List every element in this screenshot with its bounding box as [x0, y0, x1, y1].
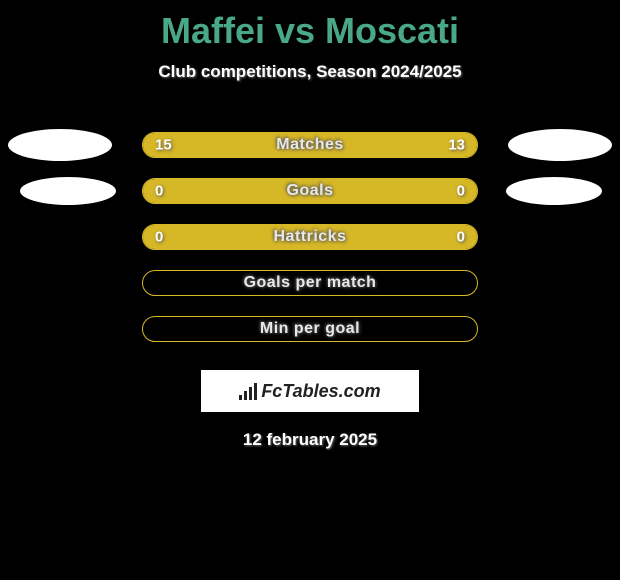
fill-left — [143, 179, 310, 203]
stat-label: Min per goal — [260, 320, 360, 338]
stat-value-right: 0 — [457, 183, 465, 200]
stat-row: Goals per match — [0, 260, 620, 306]
page-title: Maffei vs Moscati — [0, 0, 620, 52]
fill-right — [310, 179, 477, 203]
logo-box: FcTables.com — [201, 370, 419, 412]
stats-rows: Matches 15 13 Goals 0 0 Hattricks 0 0 Goals per m… — [0, 122, 620, 352]
stat-value-left: 15 — [155, 137, 172, 154]
stat-label: Goals — [287, 182, 334, 200]
stat-value-left: 0 — [155, 183, 163, 200]
stat-pill: Goals 0 0 — [142, 178, 478, 204]
stat-pill: Min per goal — [142, 316, 478, 342]
logo: FcTables.com — [239, 381, 380, 402]
player-badge-left — [20, 177, 116, 205]
bars-icon — [239, 382, 257, 400]
player-badge-left — [8, 129, 112, 161]
date-line: 12 february 2025 — [0, 430, 620, 450]
stat-pill: Goals per match — [142, 270, 478, 296]
page-subtitle: Club competitions, Season 2024/2025 — [0, 62, 620, 82]
stat-row: Hattricks 0 0 — [0, 214, 620, 260]
stat-pill: Hattricks 0 0 — [142, 224, 478, 250]
stat-label: Goals per match — [244, 274, 377, 292]
player-badge-right — [508, 129, 612, 161]
stat-value-right: 13 — [448, 137, 465, 154]
stat-pill: Matches 15 13 — [142, 132, 478, 158]
stat-value-left: 0 — [155, 229, 163, 246]
stat-label: Matches — [276, 136, 344, 154]
stat-value-right: 0 — [457, 229, 465, 246]
stat-row: Goals 0 0 — [0, 168, 620, 214]
player-badge-right — [506, 177, 602, 205]
comparison-infographic: Maffei vs Moscati Club competitions, Sea… — [0, 0, 620, 580]
stat-row: Matches 15 13 — [0, 122, 620, 168]
stat-label: Hattricks — [274, 228, 347, 246]
stat-row: Min per goal — [0, 306, 620, 352]
logo-text: FcTables.com — [261, 381, 380, 402]
